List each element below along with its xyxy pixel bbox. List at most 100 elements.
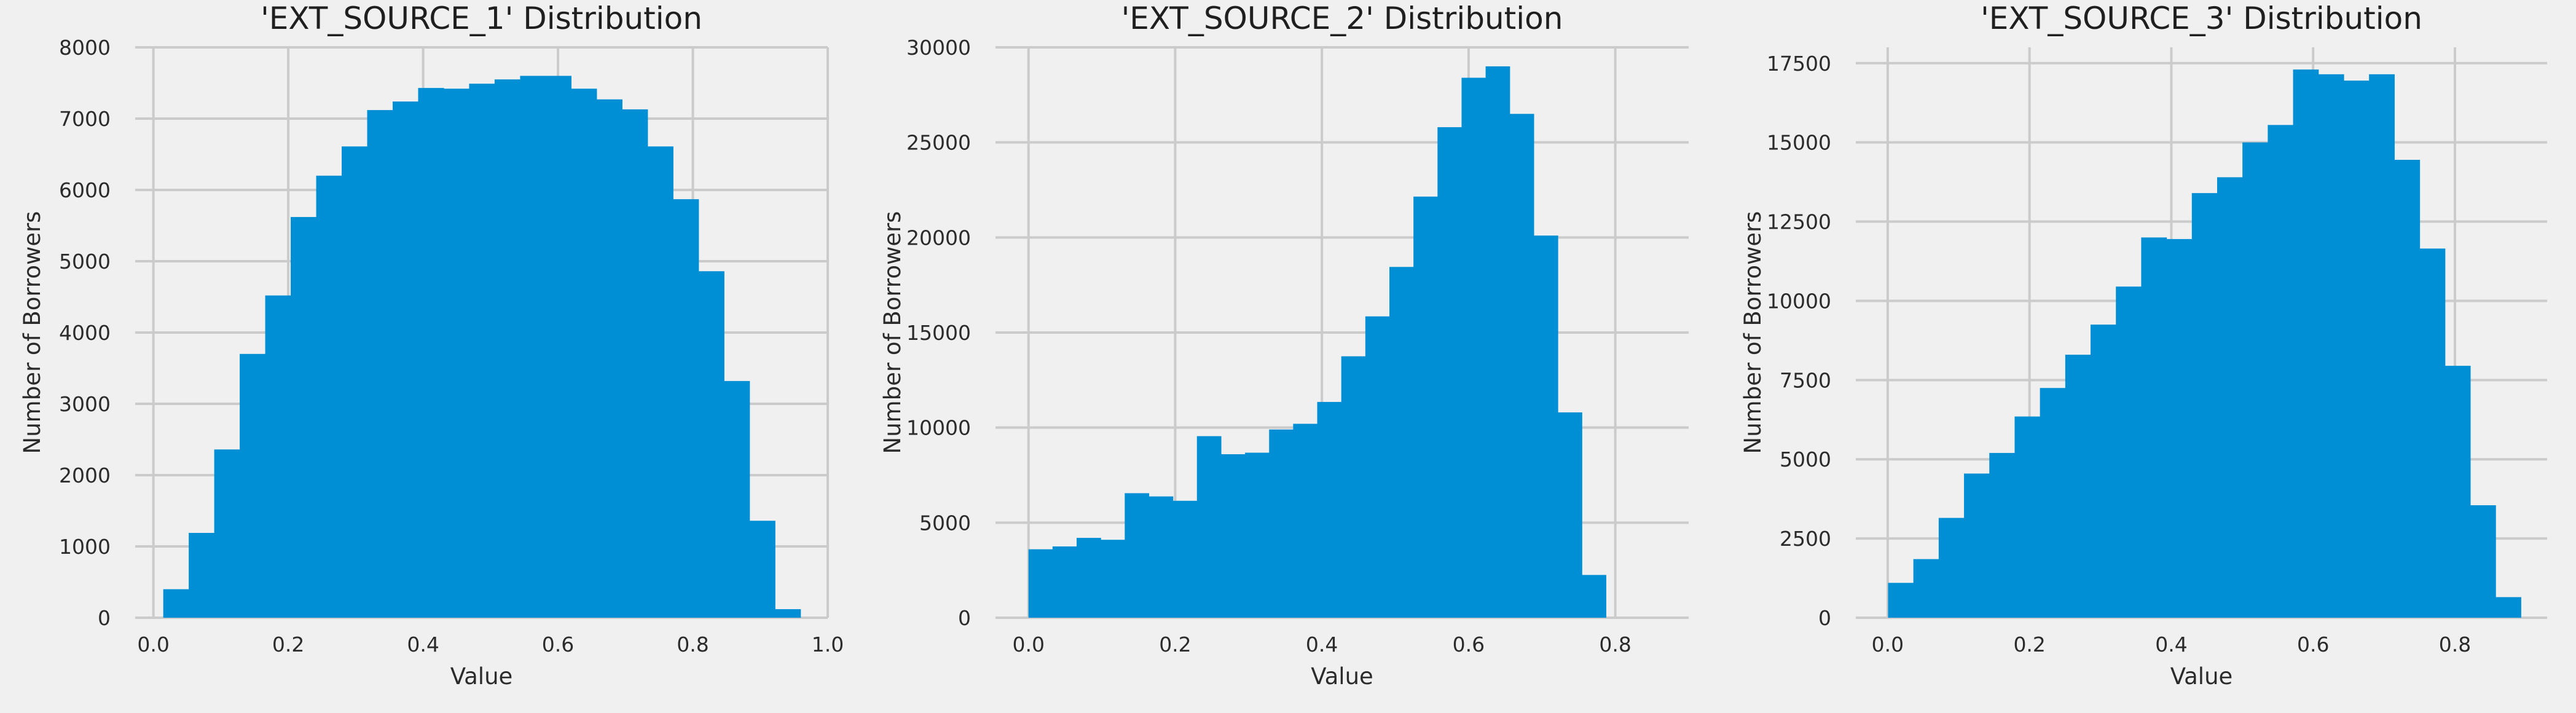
histogram-bar: [2166, 238, 2193, 618]
histogram-bar: [1269, 429, 1294, 618]
histogram-bar: [647, 146, 673, 618]
histogram-bar: [2394, 160, 2421, 618]
y-tick-label: 25000: [906, 131, 971, 155]
histogram-bar: [2369, 74, 2395, 618]
x-tick-label: 0.2: [272, 632, 304, 656]
y-tick-label: 10000: [906, 416, 971, 440]
histogram-bar: [2242, 142, 2268, 618]
histogram-bar: [1389, 267, 1414, 618]
histogram-bar: [749, 521, 776, 618]
y-axis-label: Number of Borrowers: [19, 211, 45, 454]
x-tick-label: 0.2: [1159, 632, 1191, 656]
y-tick-label: 15000: [906, 321, 971, 345]
x-tick-label: 0.8: [1599, 632, 1631, 656]
histogram-bar: [2444, 366, 2471, 618]
histogram-bar: [1989, 452, 2016, 618]
x-axis-label: Value: [1311, 663, 1373, 690]
y-axis-label: Number of Borrowers: [879, 211, 906, 454]
y-axis-label: Number of Borrowers: [1740, 211, 1766, 454]
histogram-bar: [418, 88, 444, 618]
histogram-bar: [1220, 454, 1246, 618]
histogram-bar: [2014, 416, 2041, 618]
histogram-bar: [2419, 248, 2446, 618]
y-tick-label: 5000: [919, 511, 971, 535]
histogram-bar: [2217, 177, 2243, 618]
histogram-bar: [1888, 583, 1914, 618]
histogram-bar: [1485, 66, 1510, 618]
histogram-bar: [494, 79, 520, 618]
x-tick-label: 0.0: [137, 632, 169, 656]
histogram-bar: [1293, 423, 1318, 618]
histogram-bar: [2040, 388, 2066, 618]
y-tick-label: 5000: [59, 250, 111, 274]
histogram-bar: [1413, 196, 1438, 618]
histogram-bar: [1938, 518, 1965, 618]
histogram-bar: [1913, 559, 1939, 618]
chart-title: 'EXT_SOURCE_3' Distribution: [1981, 1, 2422, 36]
y-tick-label: 10000: [1767, 289, 1831, 313]
x-tick-label: 0.8: [2439, 632, 2471, 656]
y-tick-label: 30000: [906, 36, 971, 60]
histogram-bar: [2091, 325, 2116, 618]
histogram-bar: [724, 380, 750, 618]
histogram-bar: [1437, 127, 1463, 618]
histogram-bar: [469, 84, 495, 618]
x-axis-label: Value: [2170, 663, 2233, 690]
histogram-bar: [2116, 286, 2142, 618]
chart-title: 'EXT_SOURCE_1' Distribution: [261, 1, 702, 36]
histogram-bar: [1149, 496, 1174, 618]
histogram-bar: [1461, 77, 1486, 618]
histogram-bar: [698, 271, 724, 618]
x-tick-label: 0.6: [2297, 632, 2329, 656]
histogram-bar: [2470, 505, 2496, 618]
histogram-bar: [316, 175, 342, 618]
histogram-bar: [2065, 355, 2091, 618]
histogram-bar: [2496, 597, 2521, 618]
chart-panel-3: 0 2500 5000 7500 10000 12500 15000 17500 0.0 0.2 0…: [1740, 1, 2547, 690]
histogram-bar: [443, 89, 470, 618]
histogram-bar: [291, 217, 317, 618]
y-tick-label: 0: [958, 606, 971, 630]
x-tick-label: 0.4: [2155, 632, 2187, 656]
histogram-bar: [1533, 235, 1558, 618]
histogram-bar: [545, 76, 571, 618]
x-tick-label: 0.8: [677, 632, 709, 656]
histogram-bar: [2268, 125, 2294, 618]
histogram-bar: [775, 609, 801, 618]
x-tick-label: 0.4: [407, 632, 439, 656]
histogram-bar: [1172, 500, 1198, 618]
histogram-bar: [367, 110, 393, 618]
x-tick-label: 0.0: [1872, 632, 1904, 656]
histogram-bar: [163, 589, 189, 618]
y-tick-label: 3000: [59, 392, 111, 416]
histogram-bar: [214, 449, 240, 618]
y-tick-label: 7500: [1780, 368, 1831, 392]
x-tick-label: 1.0: [812, 632, 844, 656]
y-tick-label: 12500: [1767, 210, 1831, 234]
y-tick-label: 17500: [1767, 52, 1831, 76]
histogram-bar: [1125, 493, 1150, 618]
histogram-bar: [1341, 356, 1366, 618]
y-tick-label: 6000: [59, 178, 111, 202]
histogram-bar: [2191, 193, 2218, 618]
histogram-bar: [2293, 69, 2319, 618]
x-tick-label: 0.6: [542, 632, 574, 656]
histogram-bar: [1964, 473, 1990, 618]
histogram-bar: [1101, 540, 1125, 618]
histogram-bar: [342, 146, 368, 618]
y-tick-label: 4000: [59, 321, 111, 345]
x-axis-label: Value: [450, 663, 513, 690]
histogram-bar: [2141, 237, 2167, 618]
histogram-bar: [1365, 316, 1390, 618]
histogram-bar: [1509, 114, 1534, 618]
chart-panel-1: 0 1000 2000 3000 4000 5000 6000 7000 8000 0.0 0.2 0…: [19, 1, 844, 690]
histogram-bar: [520, 76, 546, 618]
y-tick-label: 20000: [906, 226, 971, 250]
y-tick-label: 2000: [59, 463, 111, 487]
histogram-bar: [596, 99, 622, 618]
histogram-bar: [240, 353, 266, 618]
x-tick-label: 0.4: [1306, 632, 1338, 656]
y-tick-label: 5000: [1780, 447, 1831, 471]
histogram-bar: [1317, 401, 1342, 618]
